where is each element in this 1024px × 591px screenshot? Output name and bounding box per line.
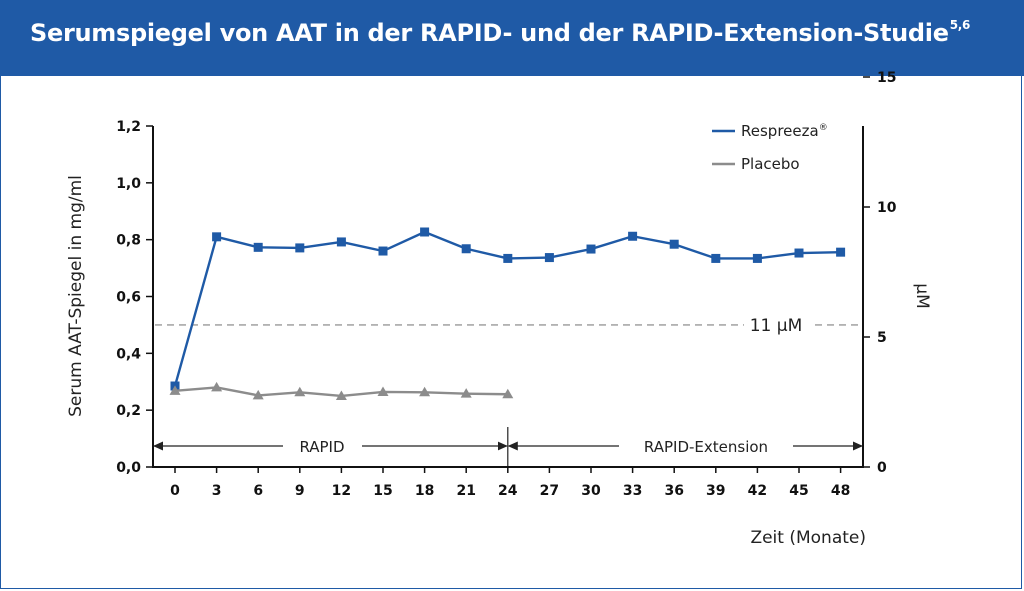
x-tick-label: 3	[212, 483, 222, 499]
y-axis-title-right: µM	[912, 283, 932, 308]
data-point-respreeza	[253, 242, 263, 252]
data-point-respreeza	[503, 253, 513, 263]
data-point-placebo	[377, 386, 389, 396]
x-tick-label: 12	[332, 483, 351, 499]
period-label: RAPID	[299, 438, 344, 456]
x-tick-label: 24	[498, 483, 518, 499]
x-tick-label: 0	[170, 483, 180, 499]
legend-label-superscript: ®	[819, 123, 828, 133]
period-label: RAPID-Extension	[644, 438, 768, 456]
reference-line-label: 11 µM	[750, 316, 803, 336]
series-layer	[169, 227, 846, 400]
data-point-respreeza	[212, 232, 222, 242]
data-point-placebo	[294, 386, 306, 397]
y-tick-label-left: 1,0	[116, 176, 141, 192]
x-tick-label: 9	[295, 483, 305, 499]
y-tick-label-left: 0,2	[116, 403, 141, 419]
data-point-respreeza	[420, 227, 430, 237]
data-point-respreeza	[586, 244, 596, 254]
header-bar: Serumspiegel von AAT in der RAPID- und d…	[0, 0, 1024, 76]
period-layer: RAPID RAPID-Extension	[153, 427, 863, 466]
chart-title: Serumspiegel von AAT in der RAPID- und d…	[30, 18, 970, 47]
legend-label-respreeza: Respreeza®	[741, 122, 828, 140]
chart-title-text: Serumspiegel von AAT in der RAPID- und d…	[30, 19, 949, 47]
x-tick-label: 48	[831, 483, 850, 499]
data-point-respreeza	[544, 253, 554, 263]
data-point-placebo	[252, 389, 264, 400]
y-tick-label-left: 0,0	[116, 460, 141, 476]
data-point-respreeza	[628, 231, 638, 241]
data-point-respreeza	[794, 248, 804, 258]
y-tick-label-right: 15	[877, 70, 896, 86]
data-point-placebo	[211, 381, 223, 392]
x-tick-label: 39	[706, 483, 725, 499]
data-point-placebo	[502, 388, 514, 399]
x-tick-label: 36	[664, 483, 683, 499]
x-axis-title: Zeit (Monate)	[750, 528, 866, 548]
x-tick-label: 18	[415, 483, 434, 499]
data-point-respreeza	[461, 244, 471, 254]
x-tick-label: 33	[623, 483, 642, 499]
axes-layer: 0,00,20,40,60,81,01,20510152025036912151…	[66, 70, 932, 548]
y-tick-label-left: 1,2	[116, 119, 141, 135]
chart-title-superscript: 5,6	[949, 18, 971, 32]
y-tick-label-left: 0,4	[116, 346, 141, 362]
data-point-respreeza	[295, 243, 305, 253]
x-tick-label: 45	[789, 483, 808, 499]
data-point-placebo	[335, 390, 347, 400]
data-point-placebo	[169, 385, 181, 395]
data-point-respreeza	[669, 239, 679, 249]
reference-layer: 11 µM	[155, 316, 861, 336]
y-tick-label-left: 0,8	[116, 233, 141, 249]
x-tick-label: 42	[748, 483, 767, 499]
legend-label-placebo: Placebo	[741, 155, 800, 173]
y-tick-label-right: 10	[877, 200, 897, 216]
y-axis-title-left: Serum AAT-Spiegel in mg/ml	[66, 175, 86, 417]
x-tick-label: 6	[253, 483, 263, 499]
data-point-respreeza	[752, 253, 762, 263]
data-point-respreeza	[711, 253, 721, 263]
legend-layer: Respreeza® Placebo	[712, 122, 828, 173]
data-point-placebo	[460, 388, 472, 398]
data-point-respreeza	[836, 247, 846, 257]
x-tick-label: 30	[581, 483, 601, 499]
data-point-placebo	[419, 386, 431, 397]
x-tick-label: 15	[373, 483, 392, 499]
y-tick-label-left: 0,6	[116, 290, 141, 306]
y-tick-label-right: 5	[877, 330, 887, 346]
data-point-respreeza	[378, 246, 388, 256]
x-tick-label: 21	[456, 483, 475, 499]
data-point-respreeza	[336, 237, 346, 247]
x-tick-label: 27	[540, 483, 559, 499]
y-tick-label-right: 0	[877, 460, 887, 476]
